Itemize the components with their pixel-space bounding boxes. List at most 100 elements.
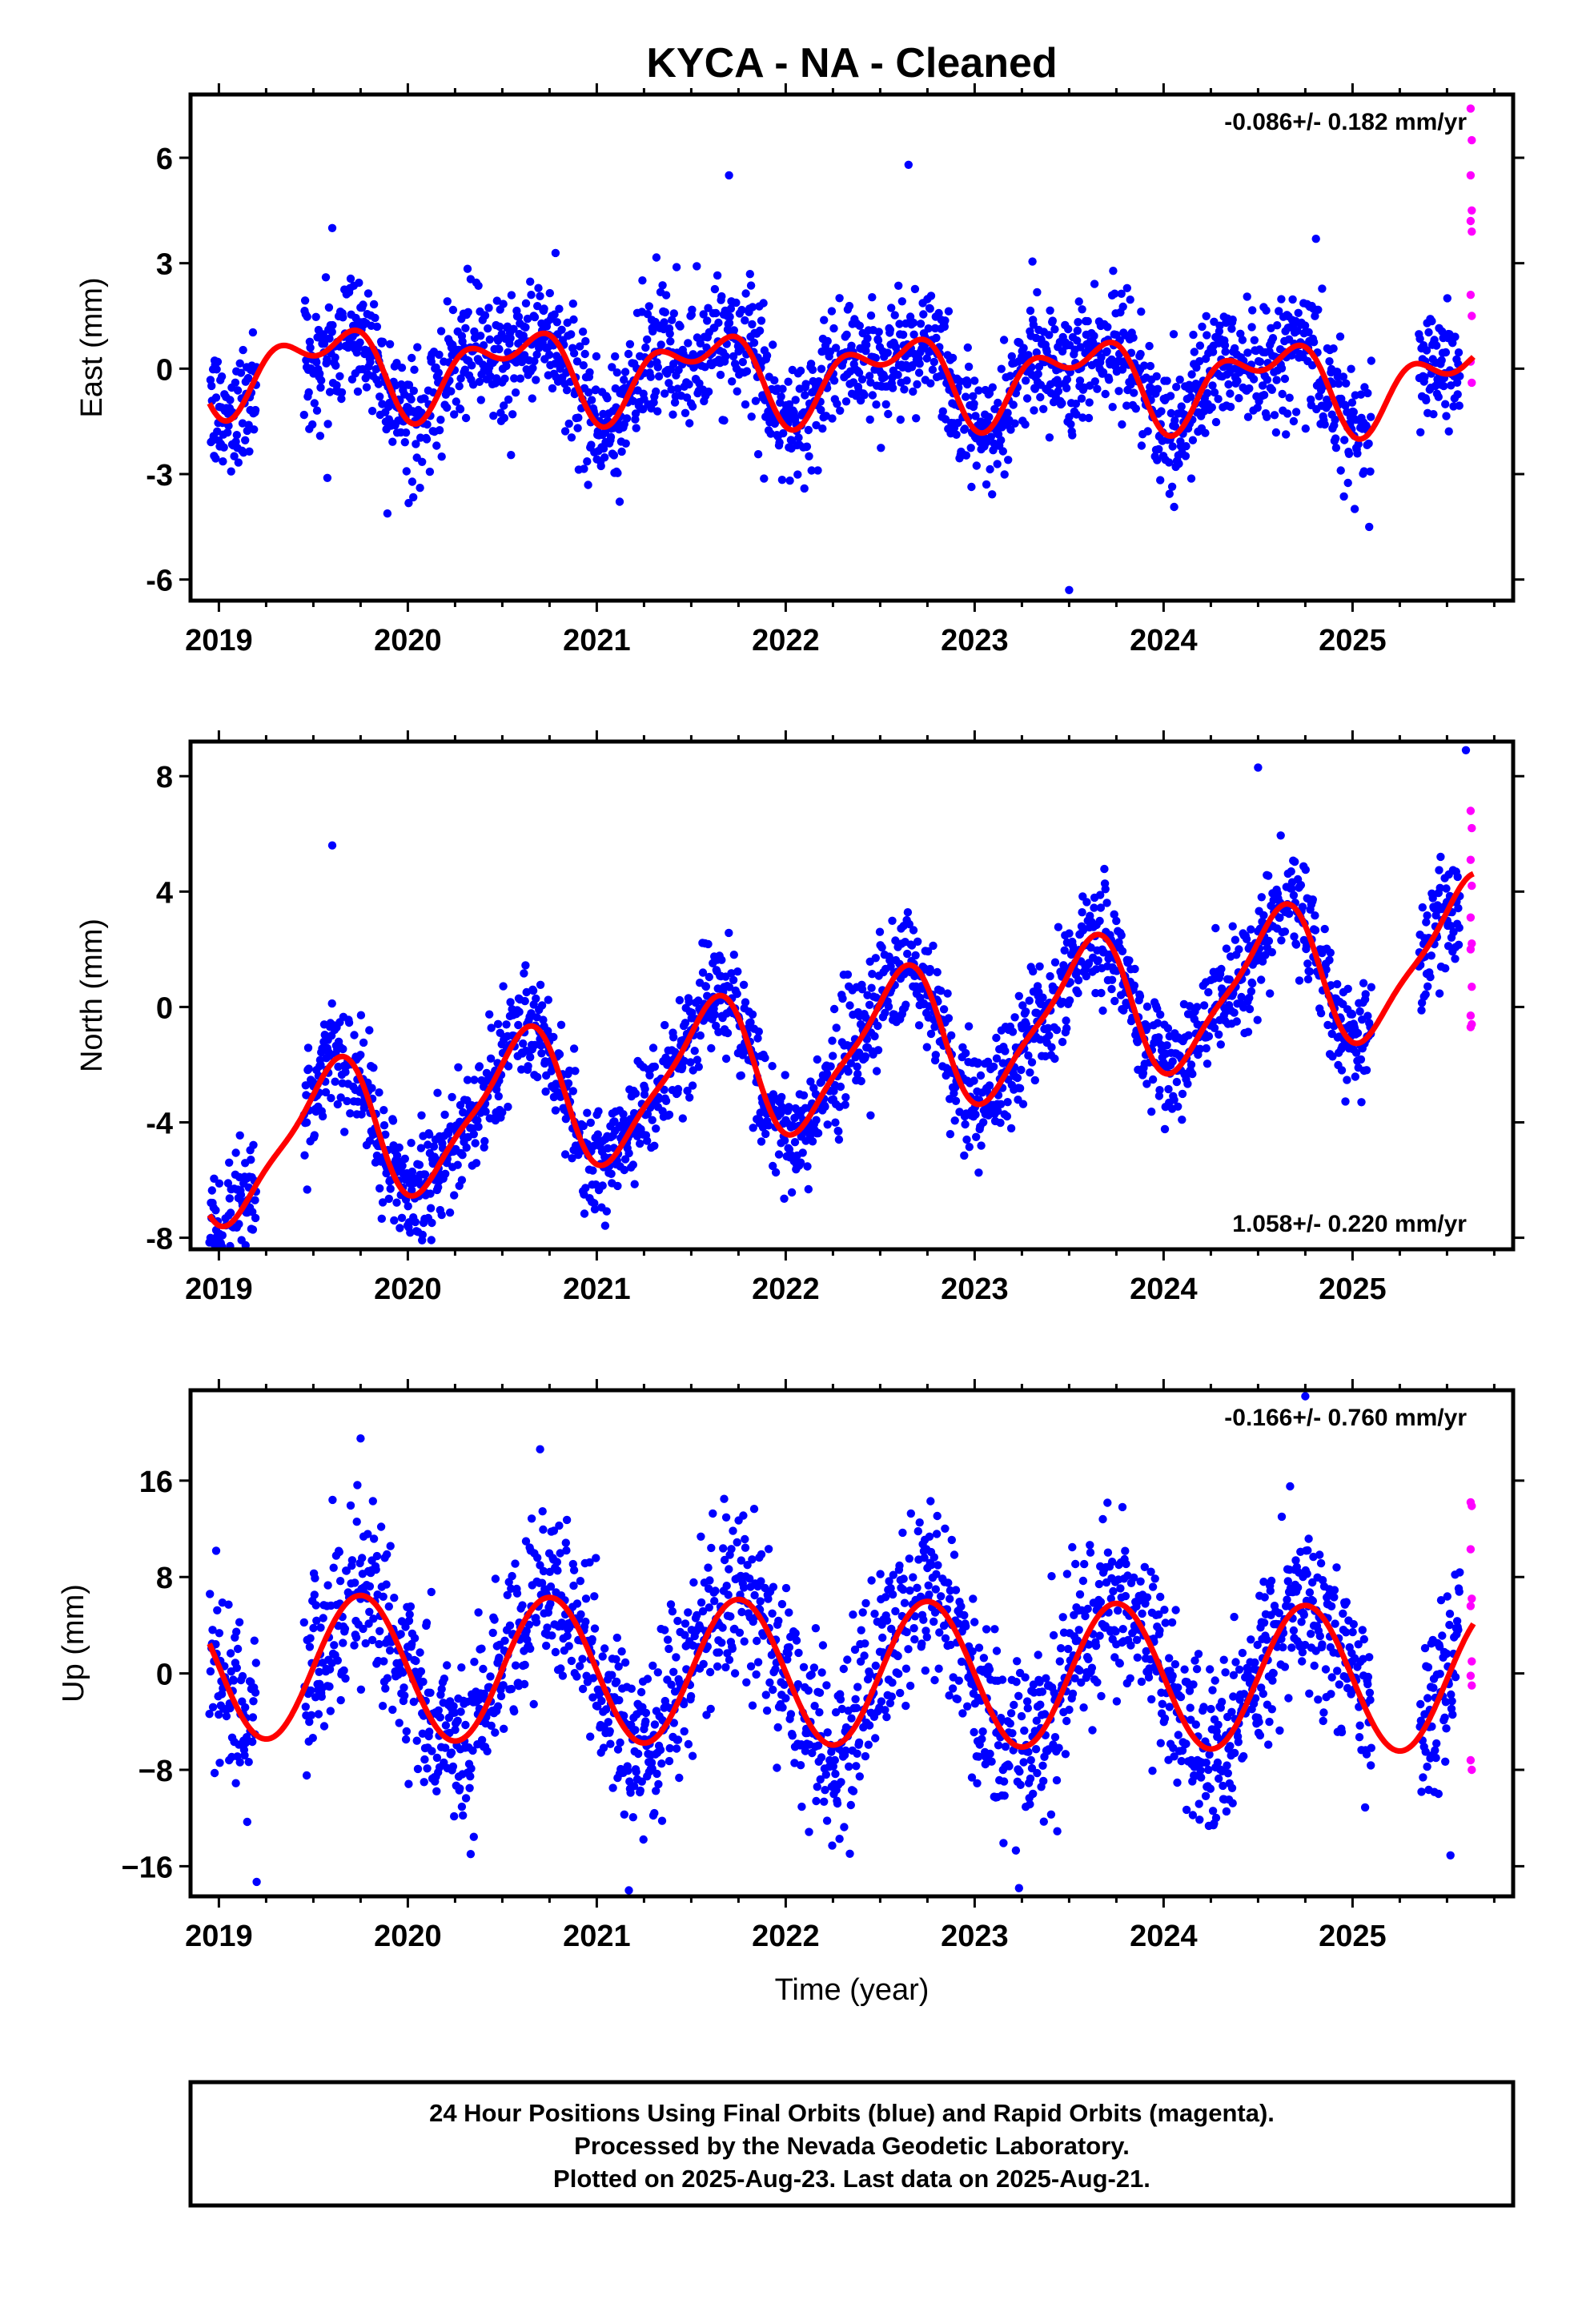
east-point: [1068, 431, 1077, 440]
north-point: [970, 1076, 978, 1085]
north-point: [1025, 996, 1034, 1005]
up-point: [505, 1621, 515, 1630]
up-point: [226, 1649, 235, 1658]
east-point: [1364, 439, 1373, 448]
up-point: [448, 1762, 458, 1771]
north-point: [761, 1053, 769, 1063]
north-point: [1216, 1040, 1226, 1049]
east-point: [416, 484, 424, 493]
north-point: [1337, 1066, 1347, 1075]
east-point: [1304, 328, 1313, 336]
up-point: [316, 1623, 325, 1632]
east-rapid-point: [1468, 135, 1476, 145]
up-point: [650, 1720, 660, 1729]
up-point: [447, 1748, 456, 1757]
up-point: [226, 1703, 235, 1713]
up-point: [721, 1663, 730, 1672]
up-point: [735, 1628, 745, 1638]
north-point: [420, 1170, 430, 1179]
east-point: [804, 425, 813, 435]
north-rapid-point: [1466, 1011, 1476, 1020]
east-point: [665, 329, 674, 338]
north-point: [678, 1114, 687, 1123]
east-point: [673, 384, 682, 393]
north-point: [251, 1213, 260, 1223]
east-point: [227, 467, 235, 476]
north-point: [1101, 885, 1110, 894]
east-point: [476, 396, 485, 404]
east-point: [1339, 372, 1348, 381]
east-point: [717, 292, 726, 301]
north-point: [1172, 1077, 1182, 1087]
up-point: [518, 1601, 527, 1610]
up-point: [459, 1811, 468, 1820]
east-rapid-point: [1466, 104, 1476, 113]
up-point: [456, 1707, 465, 1716]
east-point: [909, 387, 917, 396]
up-point: [461, 1794, 471, 1803]
north-x-tick-label: 2024: [1130, 1273, 1198, 1306]
east-point: [528, 364, 537, 372]
north-point: [1343, 1076, 1351, 1084]
east-point: [861, 347, 870, 356]
up-point: [206, 1590, 215, 1598]
north-point: [823, 1120, 832, 1129]
north-point: [1142, 1002, 1152, 1011]
up-point: [608, 1671, 616, 1679]
up-point: [436, 1713, 444, 1722]
east-point: [941, 316, 950, 325]
east-point: [420, 394, 429, 403]
east-point: [971, 412, 980, 420]
north-point: [886, 962, 895, 971]
east-point: [1301, 424, 1311, 433]
east-point: [1030, 406, 1038, 415]
north-point: [1110, 910, 1118, 919]
north-point: [441, 1169, 450, 1179]
up-point: [546, 1582, 556, 1591]
east-point: [484, 324, 492, 333]
north-point: [1184, 1031, 1193, 1040]
north-y-ticks: [179, 774, 1524, 1240]
east-point: [211, 454, 220, 463]
north-point: [739, 980, 749, 990]
north-point: [223, 1256, 231, 1265]
up-point: [412, 1656, 420, 1666]
north-point: [1078, 908, 1086, 917]
east-point: [1289, 416, 1299, 426]
north-point: [939, 1005, 949, 1014]
east-point: [1228, 316, 1237, 324]
east-point: [997, 364, 1006, 373]
east-point: [796, 366, 805, 376]
east-rapid-point: [1466, 171, 1476, 180]
north-rapid-point: [1466, 913, 1476, 922]
east-point: [807, 466, 816, 475]
east-point: [912, 414, 921, 423]
up-point: [679, 1699, 689, 1709]
east-point: [1066, 420, 1075, 428]
up-point: [466, 1850, 476, 1859]
up-point: [457, 1663, 466, 1672]
north-point: [1295, 976, 1304, 985]
north-point: [929, 941, 938, 951]
up-point: [742, 1678, 751, 1687]
up-point: [750, 1590, 759, 1600]
north-x-ticks: [217, 730, 1496, 1261]
up-point: [376, 1522, 386, 1531]
up-point: [499, 1681, 508, 1690]
up-point: [231, 1779, 240, 1787]
east-point: [207, 381, 216, 391]
up-point: [721, 1513, 731, 1522]
north-point: [803, 1162, 812, 1171]
east-point: [584, 388, 593, 397]
east-point: [725, 312, 734, 321]
east-point: [688, 402, 697, 411]
east-point: [970, 376, 979, 385]
north-point: [1003, 1098, 1012, 1107]
up-point: [741, 1534, 749, 1544]
north-point: [804, 1184, 813, 1194]
up-point: [684, 1608, 693, 1617]
east-point: [1019, 344, 1028, 352]
up-point: [548, 1631, 556, 1640]
east-point: [1314, 305, 1323, 314]
east-point: [624, 349, 633, 359]
